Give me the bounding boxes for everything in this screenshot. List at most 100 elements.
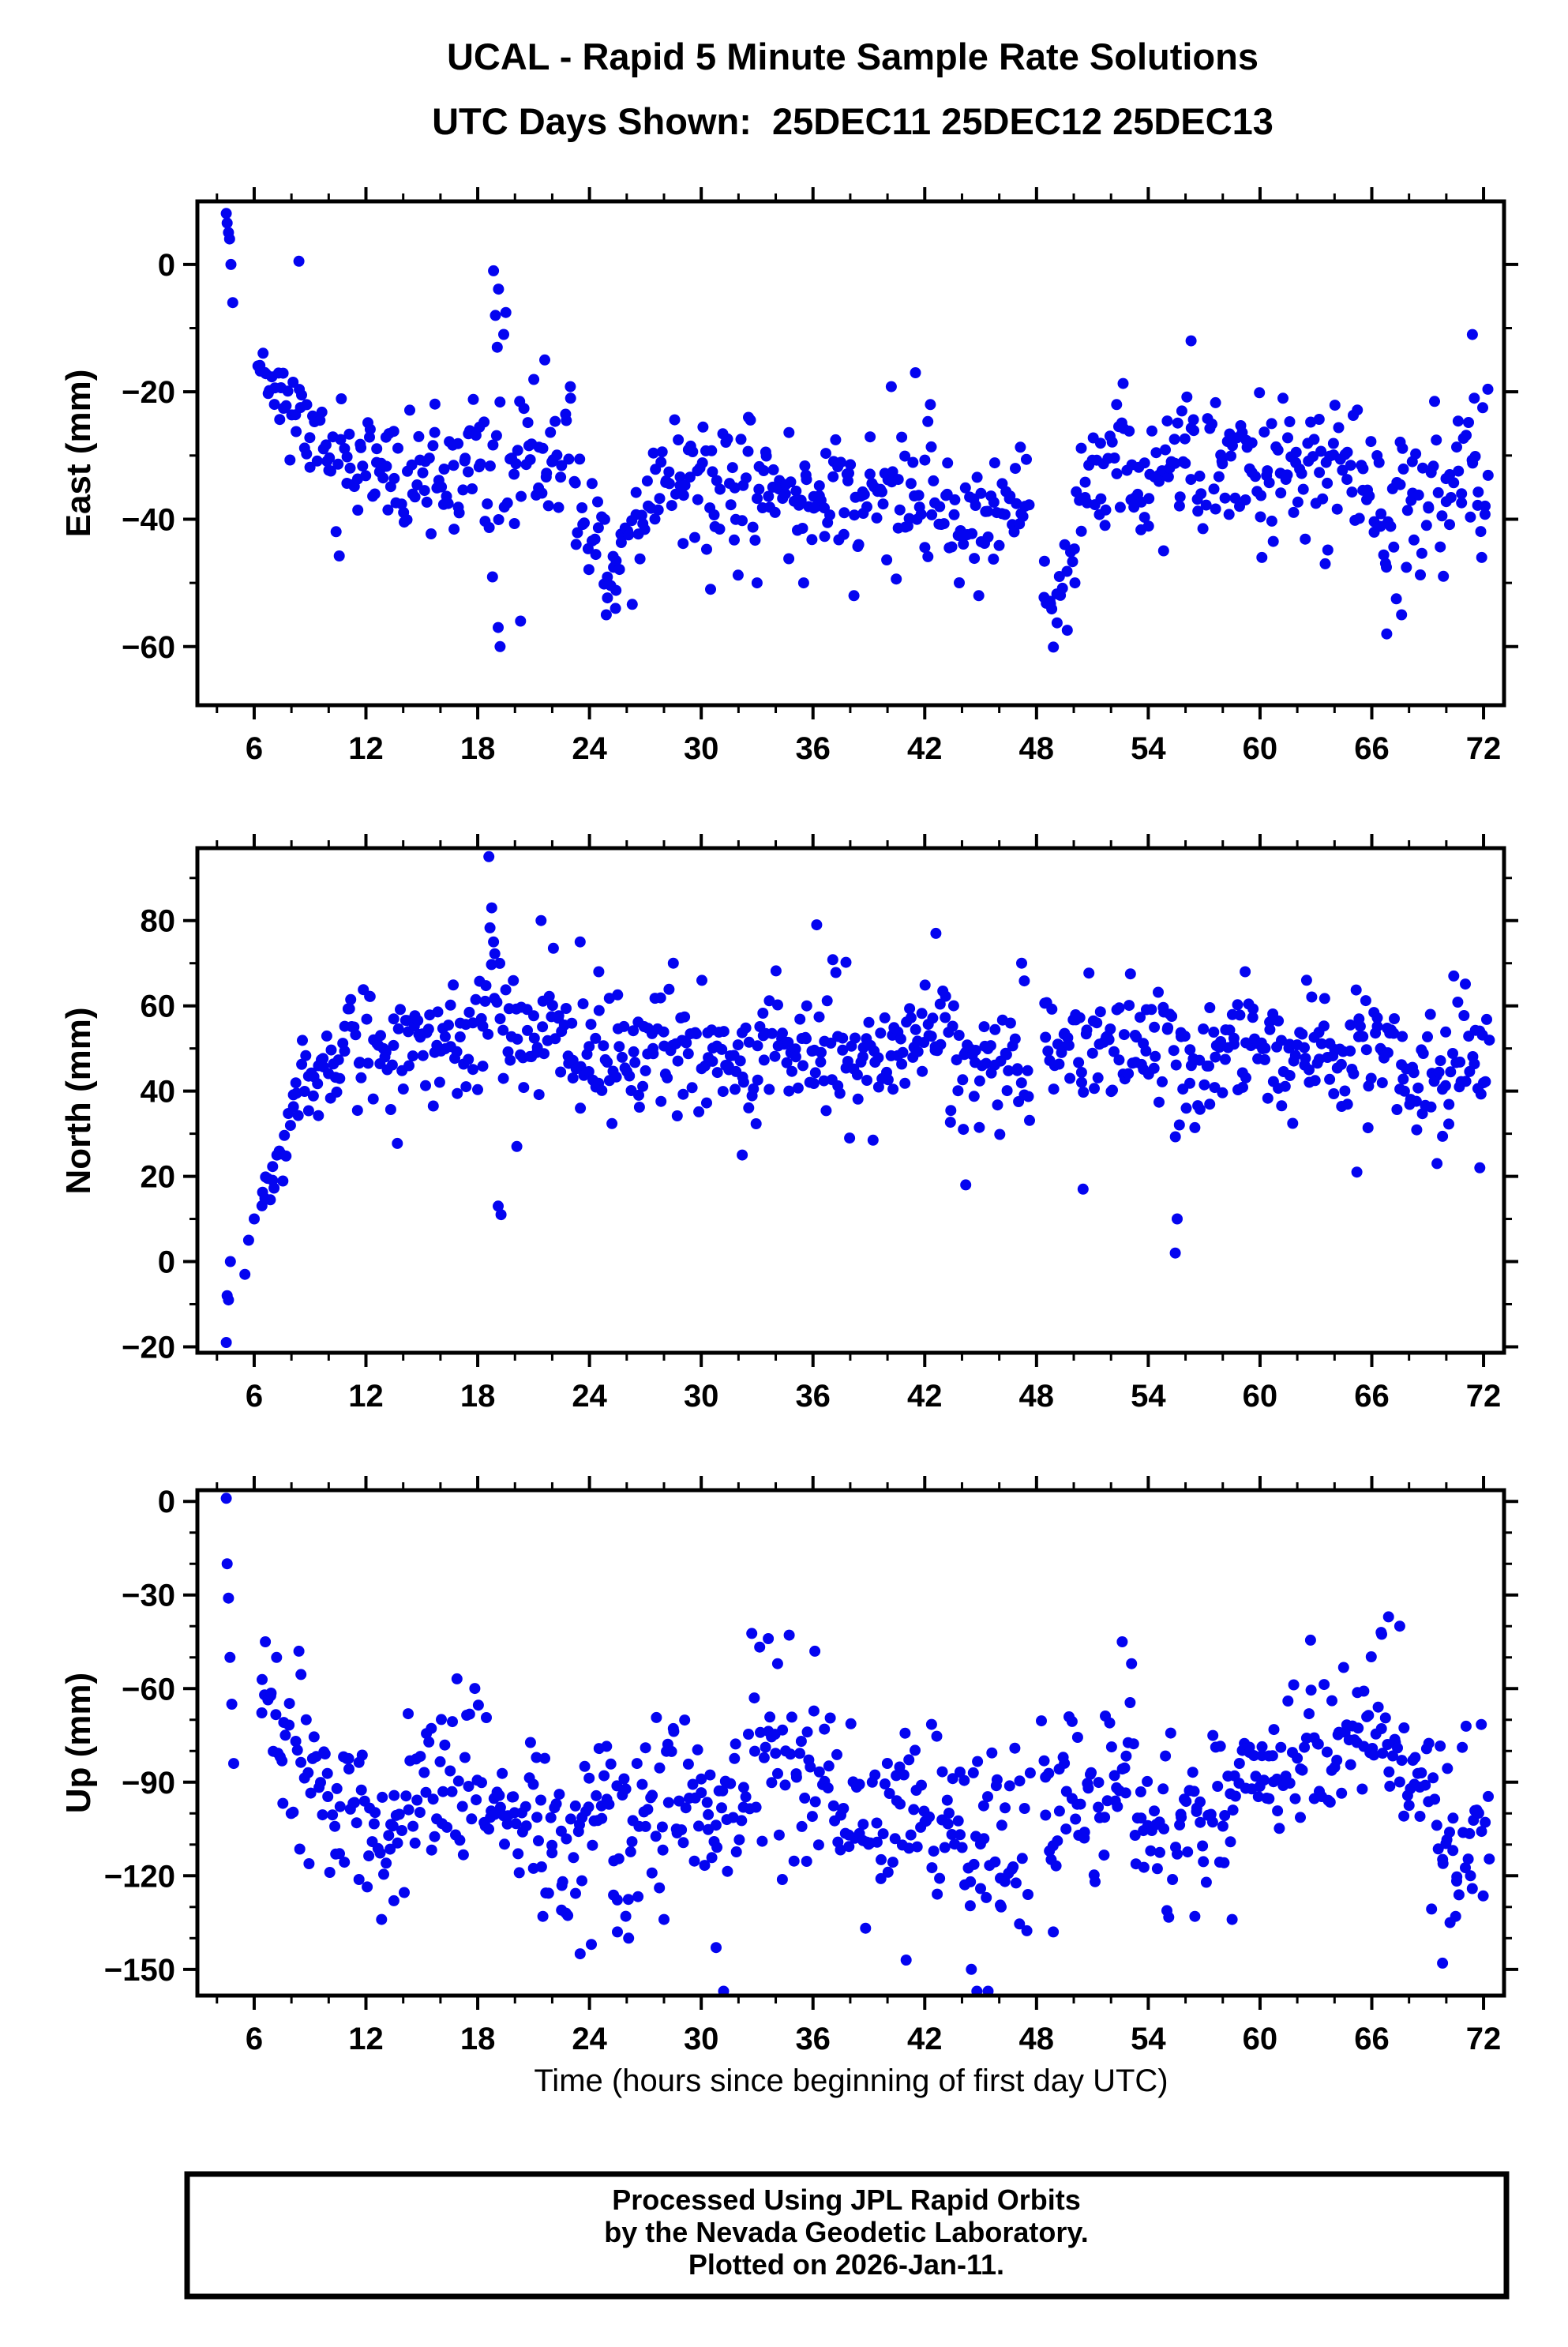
- data-point: [925, 1718, 937, 1730]
- data-point: [1024, 1767, 1036, 1779]
- data-point: [875, 1027, 887, 1039]
- data-point: [1207, 1729, 1219, 1741]
- data-point: [339, 443, 351, 454]
- data-point: [988, 497, 1000, 508]
- data-point: [706, 1852, 718, 1864]
- data-point: [749, 535, 761, 546]
- data-point: [528, 374, 540, 385]
- data-point: [1209, 1082, 1221, 1094]
- data-point: [732, 1039, 744, 1051]
- data-point: [779, 1779, 791, 1791]
- data-point: [321, 1767, 333, 1779]
- data-point: [439, 1031, 451, 1042]
- data-point: [944, 1117, 956, 1128]
- data-point: [409, 491, 421, 503]
- data-point: [445, 1765, 456, 1777]
- data-point: [760, 446, 771, 458]
- data-point: [1322, 544, 1334, 556]
- data-point: [1289, 1050, 1301, 1061]
- data-point: [457, 1849, 469, 1861]
- data-point: [518, 403, 530, 415]
- data-point: [717, 1785, 729, 1797]
- data-point: [1416, 1767, 1427, 1778]
- data-point: [1024, 1114, 1035, 1126]
- data-point: [1246, 437, 1258, 449]
- data-point: [838, 1803, 850, 1814]
- data-point: [690, 1028, 702, 1040]
- data-point: [736, 1815, 748, 1827]
- data-point: [256, 1707, 268, 1718]
- data-point: [845, 1718, 857, 1729]
- data-point: [887, 1083, 899, 1095]
- data-point: [556, 1904, 568, 1916]
- data-point: [396, 1825, 407, 1836]
- data-point: [895, 1798, 906, 1810]
- data-point: [1138, 512, 1150, 524]
- data-point: [493, 514, 505, 525]
- data-point: [360, 470, 372, 482]
- data-point: [613, 1041, 625, 1053]
- data-point: [908, 1804, 920, 1816]
- data-point: [1105, 1741, 1117, 1753]
- data-point: [395, 1004, 406, 1016]
- data-point: [1284, 1778, 1296, 1789]
- data-point: [1169, 457, 1181, 469]
- data-point: [603, 1798, 615, 1810]
- data-point: [447, 1716, 458, 1728]
- data-point: [650, 1831, 662, 1842]
- data-point: [1427, 1772, 1439, 1784]
- data-point: [960, 1179, 972, 1191]
- data-point: [1451, 441, 1462, 453]
- data-point: [758, 1752, 770, 1763]
- data-point: [757, 1008, 769, 1019]
- data-point: [632, 1891, 644, 1902]
- data-point: [905, 478, 917, 490]
- data-point: [1195, 488, 1207, 500]
- data-point: [227, 297, 238, 309]
- data-point: [443, 1020, 454, 1031]
- data-point: [1103, 1034, 1115, 1046]
- data-point: [1176, 1812, 1187, 1823]
- data-point: [758, 465, 770, 476]
- data-point: [1225, 450, 1236, 462]
- data-point: [729, 1752, 741, 1764]
- data-point: [374, 1847, 386, 1859]
- data-point: [741, 472, 752, 484]
- data-point: [561, 415, 572, 426]
- data-point: [1432, 1843, 1444, 1855]
- data-point: [1168, 434, 1180, 445]
- data-point: [729, 482, 741, 494]
- data-point: [1258, 1774, 1270, 1786]
- data-point: [1375, 1723, 1387, 1734]
- data-point: [842, 1056, 853, 1067]
- data-point: [1099, 520, 1111, 531]
- data-point: [688, 1855, 700, 1867]
- data-point: [1328, 1088, 1340, 1099]
- data-point: [740, 1791, 752, 1803]
- data-point: [1050, 1860, 1062, 1872]
- data-point: [687, 446, 699, 457]
- data-point: [332, 458, 344, 470]
- data-point: [598, 1040, 610, 1052]
- x-tick-label: 12: [348, 1379, 384, 1414]
- data-point: [590, 1032, 602, 1044]
- data-point: [1149, 1021, 1161, 1033]
- data-point: [748, 1692, 760, 1704]
- data-point: [1378, 549, 1390, 561]
- data-point: [750, 1118, 762, 1129]
- data-point: [1167, 1874, 1179, 1885]
- data-point: [384, 1843, 396, 1855]
- data-point: [1481, 1013, 1492, 1025]
- data-point: [1219, 492, 1231, 504]
- data-point: [808, 1078, 820, 1089]
- data-point: [448, 460, 460, 471]
- data-point: [899, 1727, 911, 1739]
- data-point: [1226, 1913, 1238, 1925]
- data-point: [981, 505, 993, 517]
- data-point: [388, 1894, 400, 1906]
- data-point: [382, 504, 394, 516]
- data-point: [531, 1752, 542, 1763]
- data-point: [357, 460, 369, 472]
- data-point: [417, 1050, 429, 1061]
- data-point: [1011, 1065, 1023, 1076]
